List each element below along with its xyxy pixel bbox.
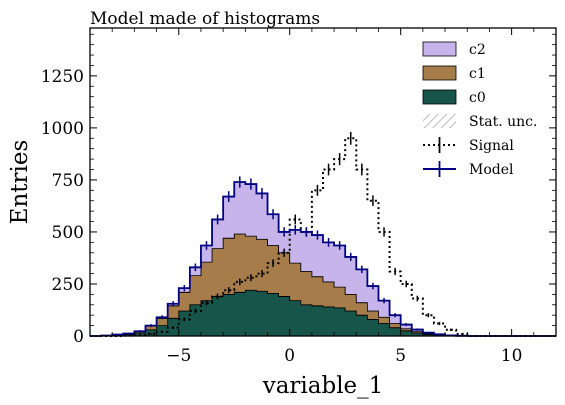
x-axis-label: variable_1 [262,373,384,399]
legend-label: c1 [469,66,486,82]
legend: c2 c1 c0 Stat. unc. Signal Model [422,41,537,178]
legend-swatch-c0 [422,89,457,105]
legend-label: Stat. unc. [469,114,537,130]
legend-label: Model [469,162,514,178]
y-tick-label: 250 [52,275,84,295]
chart-title: Model made of histograms [90,9,320,29]
y-axis-label: Entries [7,140,33,225]
legend-label: Signal [469,138,514,154]
y-tick-label: 750 [52,171,84,191]
y-tick-label: 500 [52,223,84,243]
y-tick-label: 1000 [41,119,84,139]
y-tick-label: 0 [73,327,84,347]
legend-swatch-stat-unc [423,114,456,128]
plot-frame [89,27,557,337]
legend-label: c2 [469,42,486,58]
legend-label: c0 [469,90,486,106]
x-tick-label: −5 [166,346,191,366]
x-tick-label: 10 [501,346,523,366]
x-tick-label: 0 [284,346,295,366]
legend-swatch-c1 [422,65,457,81]
legend-swatch-c2 [422,41,457,57]
y-tick-label: 1250 [41,67,84,87]
x-tick-label: 5 [395,346,406,366]
